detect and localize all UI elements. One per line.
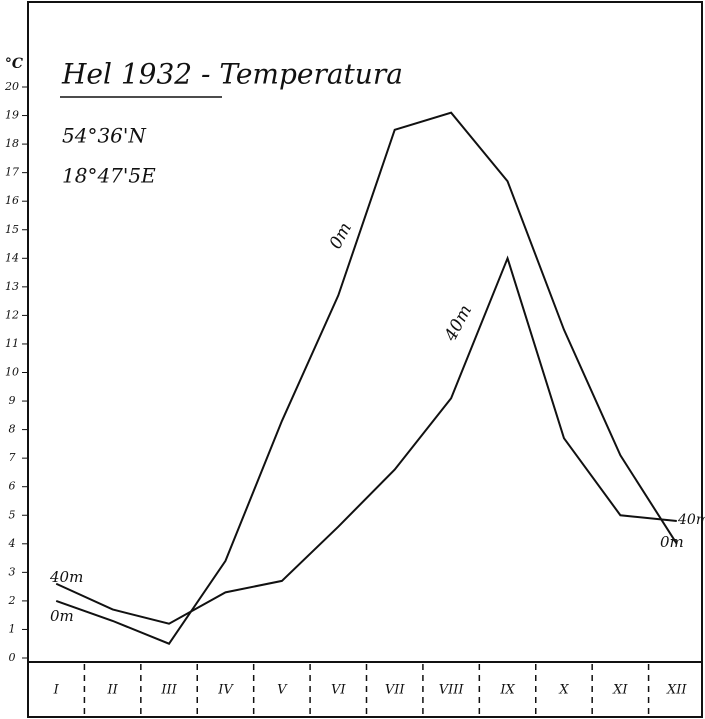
y-tick-label: 7	[9, 451, 16, 464]
x-tick-label: VIII	[439, 683, 465, 698]
x-tick-label: I	[53, 683, 60, 698]
y-tick-label: 10	[5, 366, 19, 379]
y-tick-label: 5	[9, 508, 16, 521]
y-tick-label: 3	[9, 565, 16, 578]
line-series	[55, 111, 678, 645]
series-label: 0m	[660, 533, 684, 551]
x-tick-label: XII	[666, 683, 687, 698]
series-label: 40m	[440, 302, 476, 346]
y-tick-label: 8	[9, 423, 16, 436]
longitude: 18°47'5E	[62, 164, 156, 188]
x-tick-label: VII	[385, 683, 406, 698]
y-tick-label: 14	[5, 251, 19, 264]
series-label: 0m	[50, 607, 74, 625]
chart-title: Hel 1932 - Temperatura	[61, 58, 403, 91]
series-label: 40m	[49, 568, 83, 586]
y-tick-label: 9	[9, 394, 16, 407]
series-label: 0m	[326, 219, 356, 252]
x-tick-label: V	[277, 683, 288, 698]
x-tick-label: IV	[217, 683, 234, 698]
series-label: 40m	[677, 512, 705, 528]
x-tick-label: II	[106, 683, 118, 698]
x-tick-label: VI	[331, 683, 346, 698]
line-series	[55, 255, 677, 625]
y-tick-label: 2	[8, 594, 16, 607]
y-tick-label: 4	[8, 537, 16, 550]
y-tick-label: 18	[5, 137, 19, 150]
frame	[27, 1, 703, 718]
y-tick-label: 19	[5, 109, 19, 122]
y-tick-label: 1	[9, 622, 16, 635]
x-tick-label: IX	[499, 683, 515, 698]
y-tick-label: 17	[5, 166, 19, 179]
y-unit: °C	[5, 56, 23, 72]
x-tick-label: XI	[612, 683, 628, 698]
y-tick-label: 11	[5, 337, 19, 350]
latitude: 54°36'N	[62, 124, 147, 148]
y-tick-label: 6	[9, 480, 16, 493]
x-tick-label: III	[160, 683, 177, 698]
y-tick-label: 16	[5, 194, 19, 207]
y-tick-label: 13	[5, 280, 19, 293]
y-tick-label: 20	[4, 80, 19, 93]
y-tick-label: 12	[5, 308, 19, 321]
y-tick-label: 15	[5, 223, 19, 236]
x-tick-label: X	[558, 683, 569, 698]
y-tick-label: 0	[9, 651, 16, 664]
